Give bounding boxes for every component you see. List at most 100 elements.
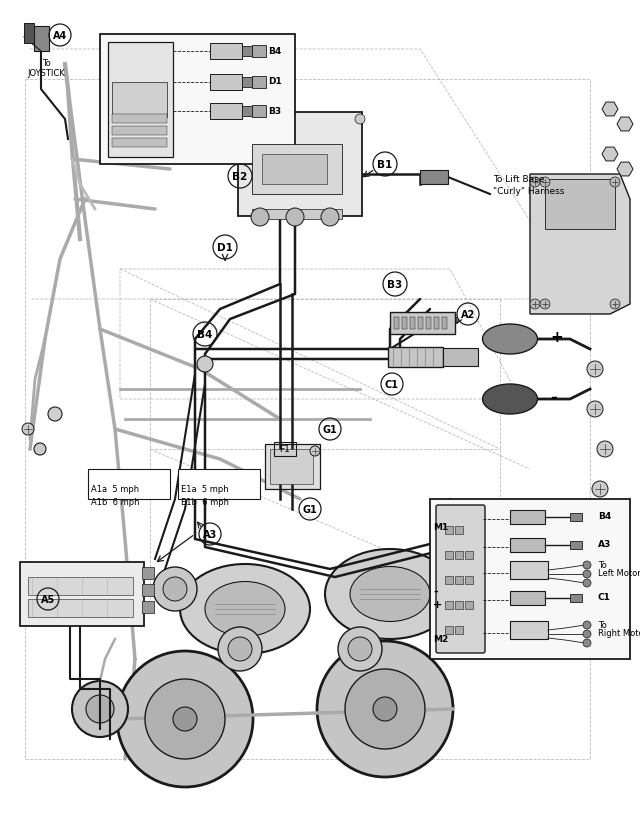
Circle shape (610, 178, 620, 188)
Bar (455, 601, 463, 609)
Bar (262, 155, 327, 185)
Bar (242, 107, 252, 117)
Bar (510, 621, 548, 639)
Bar (142, 585, 154, 596)
Bar (455, 527, 463, 534)
Circle shape (355, 115, 365, 125)
Bar (510, 591, 545, 605)
Circle shape (338, 628, 382, 672)
Text: G1: G1 (323, 425, 337, 435)
Bar (34, 27, 49, 52)
Circle shape (163, 577, 187, 601)
Circle shape (448, 607, 472, 631)
Polygon shape (602, 103, 618, 117)
Bar (410, 318, 415, 330)
Text: G1: G1 (303, 504, 317, 514)
Ellipse shape (483, 384, 538, 415)
Text: B4: B4 (268, 46, 281, 55)
Bar (142, 567, 154, 580)
Bar (242, 47, 252, 57)
Text: B4: B4 (598, 512, 611, 520)
Circle shape (348, 638, 372, 662)
Circle shape (583, 561, 591, 570)
Text: E1b  6 mph: E1b 6 mph (181, 498, 229, 507)
Bar (510, 538, 545, 552)
Circle shape (228, 638, 252, 662)
Circle shape (218, 628, 262, 672)
Bar (210, 75, 242, 91)
Text: B2: B2 (232, 171, 248, 182)
Circle shape (286, 209, 304, 227)
Circle shape (72, 681, 128, 737)
Bar (445, 626, 453, 634)
Circle shape (530, 178, 540, 188)
Bar (510, 561, 548, 580)
Ellipse shape (350, 567, 430, 622)
Text: B4: B4 (197, 330, 212, 339)
Bar (430, 499, 630, 659)
Bar (108, 43, 173, 158)
Bar (442, 318, 447, 330)
Bar (445, 551, 453, 560)
Circle shape (587, 402, 603, 417)
Circle shape (597, 441, 613, 457)
Bar (388, 348, 443, 368)
Circle shape (153, 567, 197, 611)
Circle shape (583, 639, 591, 647)
Bar (570, 595, 582, 602)
Bar (390, 313, 455, 335)
Bar (210, 104, 242, 120)
Bar (274, 442, 296, 456)
Circle shape (583, 580, 591, 587)
Text: B3: B3 (268, 106, 281, 115)
Text: A5: A5 (41, 595, 55, 604)
Bar (100, 35, 295, 165)
Bar (112, 115, 167, 124)
Bar (455, 626, 463, 634)
Text: -: - (433, 586, 438, 596)
Text: D1: D1 (268, 77, 282, 86)
Bar (434, 318, 439, 330)
Text: +: + (550, 330, 563, 345)
Polygon shape (530, 175, 630, 315)
Ellipse shape (483, 325, 538, 354)
FancyBboxPatch shape (436, 505, 485, 653)
Circle shape (22, 423, 34, 436)
Text: A2: A2 (461, 310, 475, 320)
Text: "Curly" Harness: "Curly" Harness (493, 187, 564, 196)
Bar (88, 469, 170, 499)
Circle shape (540, 178, 550, 188)
Bar (178, 469, 260, 499)
Circle shape (592, 561, 608, 577)
Polygon shape (602, 148, 618, 161)
Bar (510, 510, 545, 524)
Ellipse shape (325, 549, 455, 639)
Bar (24, 24, 34, 44)
Polygon shape (617, 163, 633, 176)
Bar (445, 601, 453, 609)
Circle shape (587, 522, 603, 537)
Bar (112, 139, 167, 148)
Text: M2: M2 (433, 634, 448, 643)
Circle shape (530, 300, 540, 310)
Bar (252, 145, 342, 195)
Circle shape (197, 357, 213, 373)
Bar (394, 318, 399, 330)
Text: JOYSTICK: JOYSTICK (27, 69, 65, 78)
Bar (465, 601, 473, 609)
Text: D1: D1 (217, 243, 233, 253)
Text: A3: A3 (203, 529, 217, 539)
Circle shape (583, 621, 591, 629)
Text: E1a  5 mph: E1a 5 mph (181, 485, 228, 494)
Bar (402, 318, 407, 330)
Bar (570, 513, 582, 522)
Text: A1b  6 mph: A1b 6 mph (91, 498, 140, 507)
Circle shape (117, 651, 253, 787)
Text: To: To (42, 59, 51, 68)
Bar (445, 527, 453, 534)
Bar (426, 318, 431, 330)
FancyBboxPatch shape (238, 113, 362, 217)
Circle shape (373, 697, 397, 721)
Circle shape (251, 209, 269, 227)
Circle shape (317, 641, 453, 777)
